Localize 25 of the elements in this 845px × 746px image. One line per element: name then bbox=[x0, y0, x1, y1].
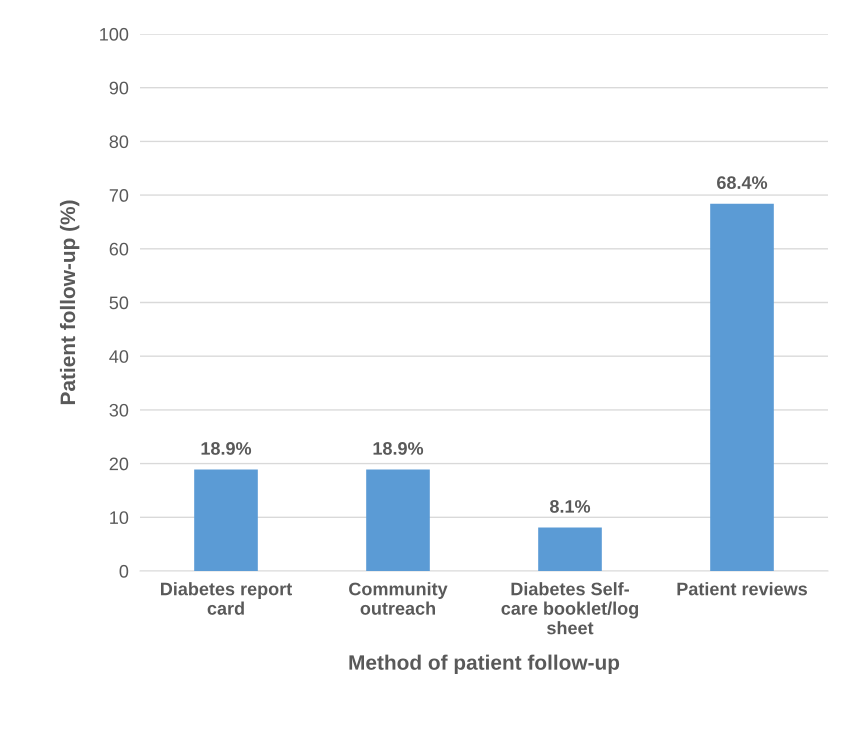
bar bbox=[710, 204, 774, 571]
x-tick-label: Diabetes report card bbox=[160, 582, 292, 615]
y-tick-label: 10 bbox=[110, 511, 128, 524]
bar bbox=[366, 470, 430, 571]
y-tick-label: 60 bbox=[110, 242, 128, 256]
y-tick-label: 30 bbox=[109, 404, 128, 417]
y-tick-label: 0 bbox=[120, 564, 128, 578]
y-tick-label: 90 bbox=[110, 82, 128, 94]
data-label: 18.9% bbox=[374, 442, 424, 455]
data-label: 18.9% bbox=[202, 442, 252, 455]
y-axis-title: Patient follow-up (%) bbox=[60, 200, 80, 404]
y-tick-label: 50 bbox=[110, 296, 128, 310]
x-tick-label: Community outreach bbox=[349, 582, 448, 615]
data-label: 8.1% bbox=[550, 500, 590, 513]
bar bbox=[194, 470, 258, 571]
data-label: 68.4% bbox=[717, 176, 768, 190]
y-tick-label: 40 bbox=[109, 350, 128, 363]
x-tick-label: Diabetes Self- care booklet/log sheet bbox=[501, 582, 638, 634]
y-tick-label: 70 bbox=[110, 189, 128, 202]
y-tick-label: 80 bbox=[110, 135, 128, 148]
bar bbox=[538, 528, 602, 571]
x-axis-title: Method of patient follow-up bbox=[349, 654, 620, 674]
y-tick-label: 20 bbox=[110, 458, 128, 470]
x-tick-label: Patient reviews bbox=[677, 582, 807, 596]
y-tick-label: 100 bbox=[100, 28, 128, 41]
